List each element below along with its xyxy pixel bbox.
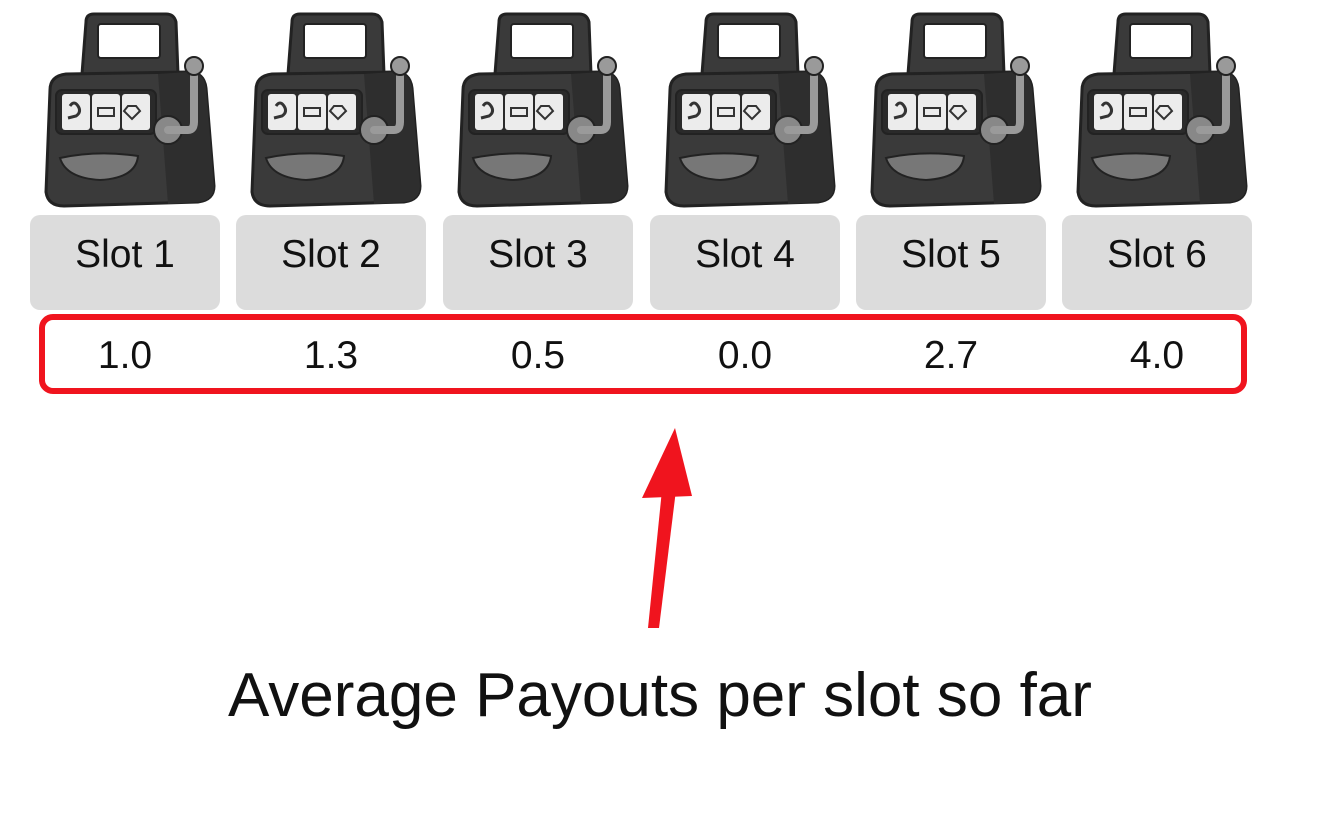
payout-highlight-box	[39, 314, 1247, 394]
slot-machine-icon[interactable]	[658, 10, 838, 212]
annotation-caption: Average Payouts per slot so far	[228, 661, 1092, 730]
red-arrow-up-icon	[642, 428, 692, 628]
slot-1-button[interactable]: Slot 1	[30, 215, 220, 310]
payout-value-3: 0.5	[510, 334, 566, 377]
slot-2-button[interactable]: Slot 2	[236, 215, 426, 310]
payout-value-4: 0.0	[717, 334, 773, 377]
slot-machine-icon[interactable]	[864, 10, 1044, 212]
payout-value-2: 1.3	[303, 334, 359, 377]
slot-5-button[interactable]: Slot 5	[856, 215, 1046, 310]
slot-3-button[interactable]: Slot 3	[443, 215, 633, 310]
payout-value-6: 4.0	[1129, 334, 1185, 377]
slot-machine-icon[interactable]	[244, 10, 424, 212]
payout-value-5: 2.7	[923, 334, 979, 377]
payout-value-1: 1.0	[97, 334, 153, 377]
slot-machines-row: Slot 1 Slot 2 Slot 3 Slot 4 Slot 5	[30, 0, 1254, 310]
slot-machine-icon[interactable]	[451, 10, 631, 212]
slot-6-button[interactable]: Slot 6	[1062, 215, 1252, 310]
slot-machine-icon[interactable]	[38, 10, 218, 212]
slot-4-button[interactable]: Slot 4	[650, 215, 840, 310]
slot-machine-icon[interactable]	[1070, 10, 1250, 212]
